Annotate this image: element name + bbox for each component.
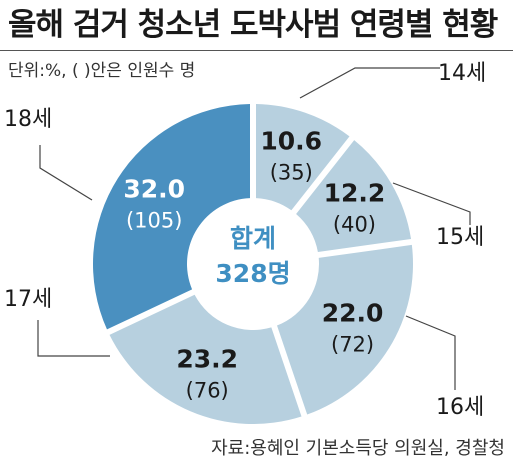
leader-line-17 bbox=[37, 320, 110, 357]
leader-lines bbox=[37, 67, 471, 390]
age-label-14: 14세 bbox=[438, 61, 486, 86]
slice-count-label: (40) bbox=[333, 213, 376, 237]
age-label-15: 15세 bbox=[436, 225, 484, 250]
age-label-18: 18세 bbox=[4, 107, 52, 132]
slice-count-label: (72) bbox=[331, 332, 374, 356]
age-label-16: 16세 bbox=[436, 395, 484, 420]
title-divider bbox=[0, 50, 513, 51]
center-total-value: 328명 bbox=[215, 259, 290, 288]
slice-percent-label: 23.2 bbox=[176, 345, 238, 374]
leader-line-14 bbox=[299, 67, 440, 99]
slice-18-age bbox=[93, 104, 251, 330]
slice-percent-label: 32.0 bbox=[123, 174, 185, 203]
source-note: 자료:용혜인 기본소득당 의원실, 경찰청 bbox=[211, 438, 505, 459]
slice-17-age bbox=[109, 294, 302, 424]
age-label-17: 17세 bbox=[4, 287, 52, 312]
slice-count-label: (35) bbox=[270, 160, 313, 184]
chart-title: 올해 검거 청소년 도박사범 연령별 현황 bbox=[8, 7, 498, 43]
slice-count-label: (76) bbox=[186, 379, 229, 403]
slice-15-age bbox=[296, 140, 412, 252]
slice-16-age bbox=[277, 244, 413, 415]
slice-14-age bbox=[255, 104, 350, 211]
unit-note: 단위:%, ( )안은 인원수 명 bbox=[8, 61, 196, 81]
donut-slices bbox=[93, 104, 413, 424]
slice-percent-label: 12.2 bbox=[324, 179, 386, 208]
slice-percent-label: 10.6 bbox=[260, 126, 322, 155]
slice-count-label: (105) bbox=[126, 208, 182, 232]
center-total-label: 합계 bbox=[230, 224, 276, 253]
slice-labels: 10.6 (35) 14세 12.2 (40) 15세 22.0 (72) 16세 23.2 (76… bbox=[4, 61, 486, 420]
leader-line-16 bbox=[405, 315, 456, 390]
leader-line-18 bbox=[39, 145, 93, 201]
slice-percent-label: 22.0 bbox=[322, 298, 384, 327]
leader-line-15 bbox=[392, 182, 471, 225]
